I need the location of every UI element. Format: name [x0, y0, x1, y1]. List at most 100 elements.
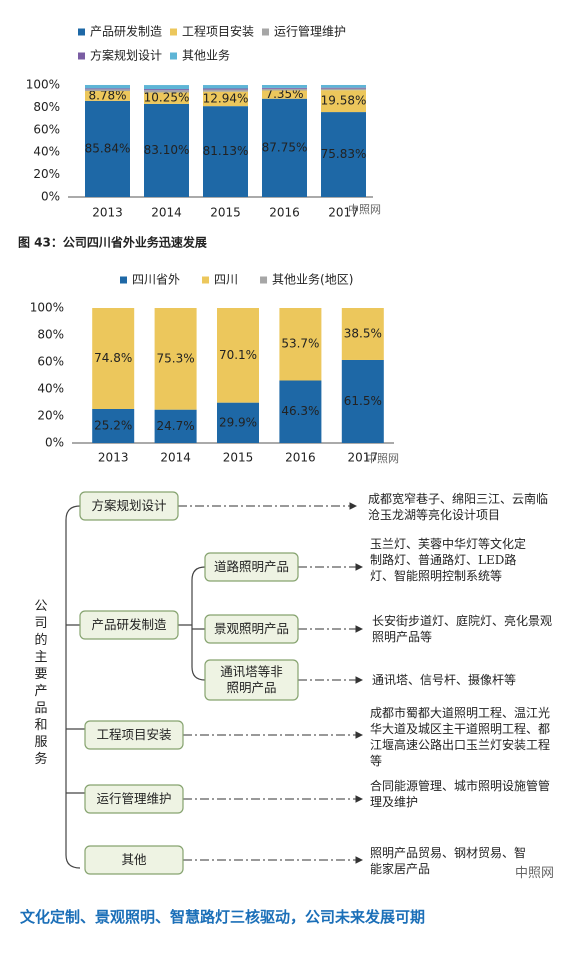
legend-label: 工程项目安装: [182, 24, 254, 39]
bar-segment: [154, 308, 197, 410]
node-box: [84, 845, 184, 875]
node-label: 工程项目安装: [96, 727, 172, 742]
value-label: 46.3%: [281, 404, 319, 418]
bar-segment: [203, 106, 248, 197]
bar-segment: [262, 90, 307, 99]
bar-segment: [154, 409, 197, 443]
watermark: 中照网: [515, 866, 555, 881]
bar-segment: [203, 88, 248, 90]
node-box: [204, 552, 299, 582]
bracket: [191, 566, 206, 681]
chart-title: 图 43：公司四川省外业务迅速发展: [18, 235, 207, 250]
y-tick-label: 40%: [37, 382, 64, 396]
bar-segment: [92, 308, 135, 409]
bar-segment: [144, 85, 189, 90]
bar-segment: [92, 408, 135, 443]
bar-segment: [85, 91, 130, 101]
bar-segment: [279, 308, 322, 381]
node-desc: 成都市蜀都大道照明工程、温江光华大道及城区主干道照明工程、都江堰高速公路出口玉兰…: [370, 706, 551, 768]
bar-segment: [203, 85, 248, 89]
footer-title: 文化定制、景观照明、智慧路灯三核驱动，公司未来发展可期: [20, 908, 426, 926]
value-label: 24.7%: [157, 419, 195, 433]
value-label: 87.75%: [262, 140, 308, 154]
bar-segment: [85, 88, 130, 90]
bar-segment: [262, 87, 307, 89]
bar-segment: [203, 89, 248, 92]
y-tick-label: 20%: [37, 409, 64, 423]
value-label: 83.10%: [144, 143, 190, 157]
node-box: [204, 614, 299, 644]
bar-segment: [321, 88, 366, 91]
legend-swatch: [78, 28, 85, 36]
y-tick-label: 80%: [33, 100, 60, 114]
value-label: 61.5%: [344, 394, 382, 408]
node-desc: 长安街步道灯、庭院灯、亮化景观照明产品等: [372, 614, 553, 644]
y-tick-label: 100%: [26, 78, 60, 92]
value-label: 70.1%: [219, 348, 257, 362]
x-tick-label: 2014: [160, 451, 191, 465]
x-tick-label: 2014: [151, 206, 182, 220]
legend-label: 方案规划设计: [90, 48, 162, 63]
x-tick-label: 2017: [348, 451, 379, 465]
y-tick-label: 20%: [33, 167, 60, 181]
bar-segment: [321, 90, 366, 113]
legend-label: 其他业务(地区): [272, 272, 353, 287]
root-label: 公司的主要产品和服务: [34, 599, 48, 767]
y-tick-label: 0%: [45, 436, 64, 450]
diagram-shapes: [65, 491, 364, 875]
watermark: 中照网: [348, 203, 381, 216]
bar-segment: [321, 84, 366, 88]
y-tick-label: 80%: [37, 328, 64, 342]
bar-segment: [262, 88, 307, 91]
bar-segment: [85, 89, 130, 92]
node-box: [204, 659, 299, 701]
bar-segment: [85, 84, 130, 89]
x-tick-label: 2016: [285, 451, 316, 465]
value-label: 25.2%: [94, 418, 132, 432]
node-desc: 通讯塔、信号杆、摄像杆等: [372, 673, 517, 687]
node-desc: 照明产品贸易、钢材贸易、智能家居产品: [370, 846, 527, 876]
x-tick-label: 2015: [210, 206, 241, 220]
bar-segment: [341, 359, 384, 443]
legend-swatch: [262, 28, 269, 36]
x-tick-label: 2013: [98, 451, 129, 465]
legend-swatch: [170, 28, 177, 36]
legend-label: 其他业务: [182, 48, 230, 63]
watermark: 中照网: [366, 452, 399, 465]
value-label: 38.5%: [344, 326, 382, 340]
legend-label: 四川: [214, 273, 238, 287]
bar-segment: [321, 112, 366, 197]
y-tick-label: 60%: [37, 355, 64, 369]
x-tick-label: 2013: [92, 206, 123, 220]
x-tick-label: 2015: [223, 451, 254, 465]
value-label: 74.8%: [94, 351, 132, 365]
bar-segment: [279, 380, 322, 443]
x-tick-label: 2016: [269, 206, 300, 220]
bar-segment: [144, 89, 189, 91]
x-tick-label: 2017: [328, 206, 359, 220]
node-label: 产品研发制造: [91, 617, 167, 632]
legend-swatch: [120, 276, 127, 284]
bar-segment: [262, 85, 307, 88]
legend-swatch: [78, 52, 85, 60]
value-label: 19.58%: [321, 94, 367, 108]
node-box: [84, 784, 184, 814]
legend-swatch: [202, 276, 210, 284]
legend-swatch: [260, 276, 268, 284]
node-label: 方案规划设计: [91, 498, 167, 513]
bracket: [65, 505, 81, 869]
bar-segment: [217, 402, 259, 443]
value-label: 75.3%: [157, 351, 195, 365]
value-label: 12.94%: [203, 91, 249, 105]
node-box: [79, 491, 179, 521]
node-label: 其他: [121, 852, 147, 867]
value-label: 29.9%: [219, 415, 257, 429]
y-tick-label: 60%: [33, 122, 60, 136]
bar-segment: [262, 98, 307, 197]
bar-segment: [203, 91, 248, 107]
value-label: 53.7%: [281, 337, 319, 351]
connector: [66, 624, 85, 794]
node-label: 通讯塔等非照明产品: [220, 664, 283, 695]
node-label: 道路照明产品: [213, 559, 289, 574]
